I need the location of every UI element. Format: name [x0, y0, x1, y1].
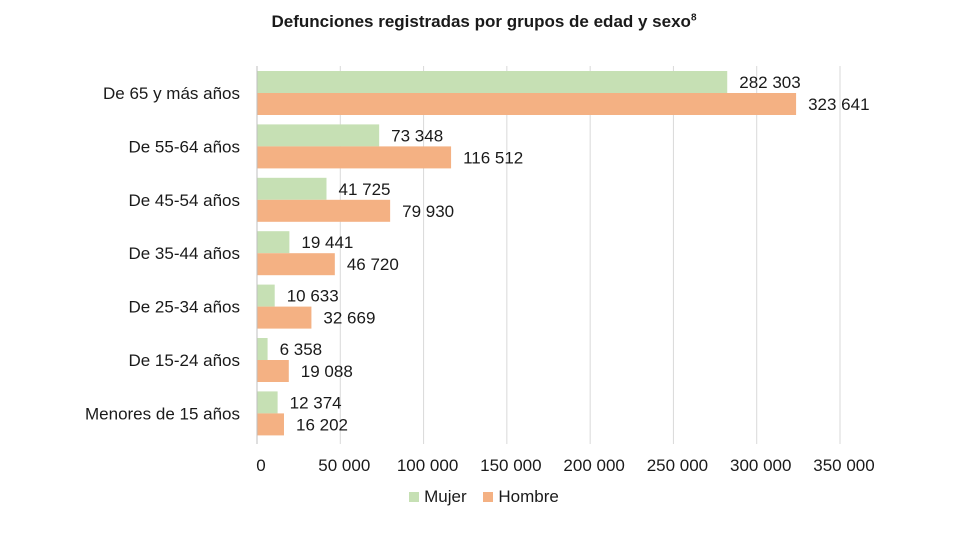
- bar-mujer: [257, 391, 278, 414]
- category-label: De 25-34 años: [128, 298, 240, 317]
- data-label-mujer: 73 348: [391, 126, 443, 145]
- data-label-mujer: 10 633: [287, 287, 339, 306]
- legend-item-mujer: Mujer: [409, 487, 467, 507]
- category-label: De 65 y más años: [103, 84, 240, 103]
- legend-label-hombre: Hombre: [498, 487, 559, 506]
- bar-mujer: [257, 231, 290, 254]
- legend: Mujer Hombre: [0, 487, 968, 507]
- data-label-hombre: 46 720: [347, 255, 399, 274]
- bar-mujer: [257, 338, 268, 360]
- bar-hombre: [257, 93, 797, 115]
- legend-swatch-mujer: [409, 492, 420, 502]
- bar-mujer: [257, 177, 327, 200]
- x-tick-label: 300 000: [730, 456, 791, 475]
- category-label: De 55-64 años: [128, 137, 240, 156]
- data-label-mujer: 6 358: [280, 340, 323, 359]
- data-label-mujer: 41 725: [339, 180, 391, 199]
- bar-hombre: [257, 146, 452, 169]
- data-label-mujer: 282 303: [739, 73, 800, 92]
- data-label-hombre: 16 202: [296, 415, 348, 434]
- data-label-hombre: 79 930: [402, 202, 454, 221]
- x-tick-label: 200 000: [563, 456, 624, 475]
- data-label-hombre: 32 669: [323, 309, 375, 328]
- x-tick-label: 100 000: [397, 456, 458, 475]
- bar-mujer: [257, 284, 275, 307]
- title-footnote: 8: [690, 12, 697, 24]
- x-tick-label: 250 000: [647, 456, 708, 475]
- chart-title: Defunciones registradas por grupos de ed…: [271, 12, 697, 31]
- data-label-mujer: 12 374: [290, 393, 342, 412]
- legend-swatch-hombre: [483, 492, 494, 502]
- x-tick-label: 50 000: [318, 456, 370, 475]
- bar-hombre: [257, 413, 284, 436]
- bar-hombre: [257, 199, 391, 222]
- bar-mujer: [257, 124, 380, 147]
- x-tick-label: 0: [256, 456, 265, 475]
- bar-hombre: [257, 253, 335, 276]
- category-label: De 45-54 años: [128, 191, 240, 210]
- category-label: De 35-44 años: [128, 244, 240, 263]
- data-label-hombre: 116 512: [463, 148, 523, 167]
- bar-mujer: [257, 71, 728, 93]
- data-label-mujer: 19 441: [301, 233, 353, 252]
- category-label: Menores de 15 años: [85, 404, 240, 423]
- bar-hombre: [257, 306, 312, 329]
- legend-item-hombre: Hombre: [483, 487, 559, 507]
- data-label-hombre: 323 641: [808, 95, 869, 114]
- legend-label-mujer: Mujer: [424, 487, 467, 506]
- x-tick-label: 350 000: [813, 456, 874, 475]
- x-tick-label: 150 000: [480, 456, 541, 475]
- bar-hombre: [257, 360, 289, 382]
- category-label: De 15-24 años: [128, 351, 240, 370]
- data-label-hombre: 19 088: [301, 362, 353, 381]
